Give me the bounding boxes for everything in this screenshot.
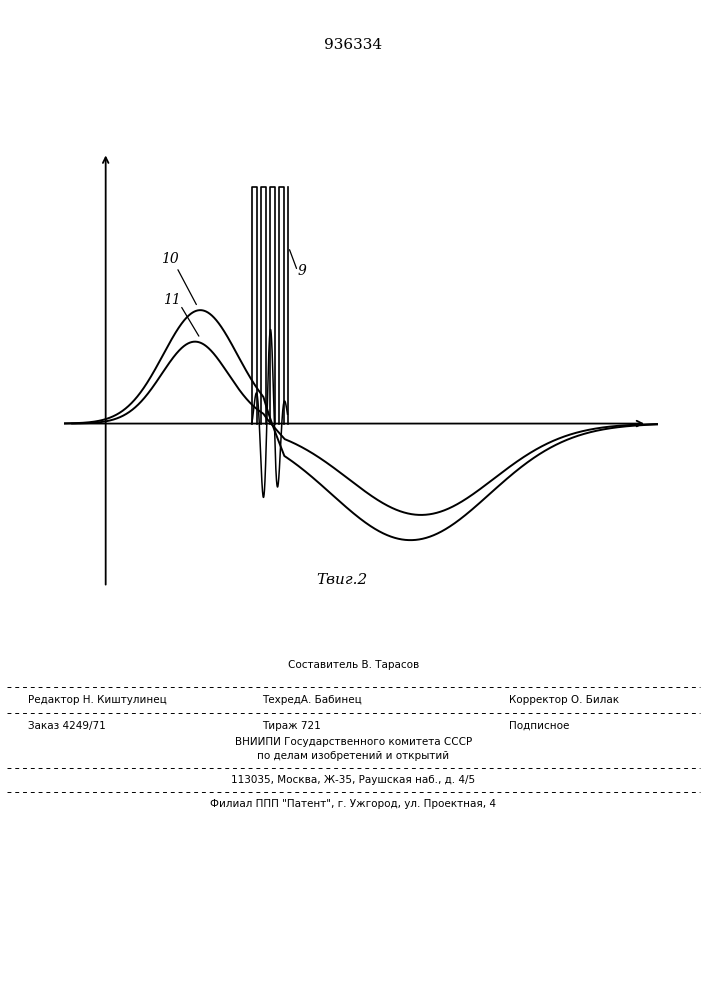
Text: Τвиг.2: Τвиг.2 <box>317 573 368 587</box>
Text: по делам изобретений и открытий: по делам изобретений и открытий <box>257 751 450 761</box>
Text: Филиал ППП "Патент", г. Ужгород, ул. Проектная, 4: Филиал ППП "Патент", г. Ужгород, ул. Про… <box>211 799 496 809</box>
Text: 10: 10 <box>161 252 179 266</box>
Text: Корректор О. Билак: Корректор О. Билак <box>509 695 619 705</box>
Text: 11: 11 <box>163 293 181 307</box>
Text: Заказ 4249/71: Заказ 4249/71 <box>28 721 106 731</box>
Text: Тираж 721: Тираж 721 <box>262 721 320 731</box>
Text: Редактор Н. Киштулинец: Редактор Н. Киштулинец <box>28 695 167 705</box>
Text: Подписное: Подписное <box>509 721 569 731</box>
Text: 113035, Москва, Ж-35, Раушская наб., д. 4/5: 113035, Москва, Ж-35, Раушская наб., д. … <box>231 775 476 785</box>
Text: Составитель В. Тарасов: Составитель В. Тарасов <box>288 660 419 670</box>
Text: 936334: 936334 <box>325 38 382 52</box>
Text: 9: 9 <box>298 264 306 278</box>
Text: ВНИИПИ Государственного комитета СССР: ВНИИПИ Государственного комитета СССР <box>235 737 472 747</box>
Text: ТехредА. Бабинец: ТехредА. Бабинец <box>262 695 361 705</box>
